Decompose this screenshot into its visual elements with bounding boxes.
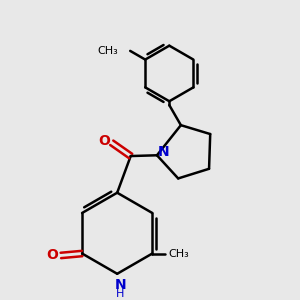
Text: CH₃: CH₃ [169, 248, 189, 259]
Text: N: N [158, 145, 170, 159]
Text: H: H [116, 289, 124, 299]
Text: O: O [46, 248, 58, 262]
Text: N: N [115, 278, 126, 292]
Text: CH₃: CH₃ [98, 46, 118, 56]
Text: O: O [98, 134, 110, 148]
